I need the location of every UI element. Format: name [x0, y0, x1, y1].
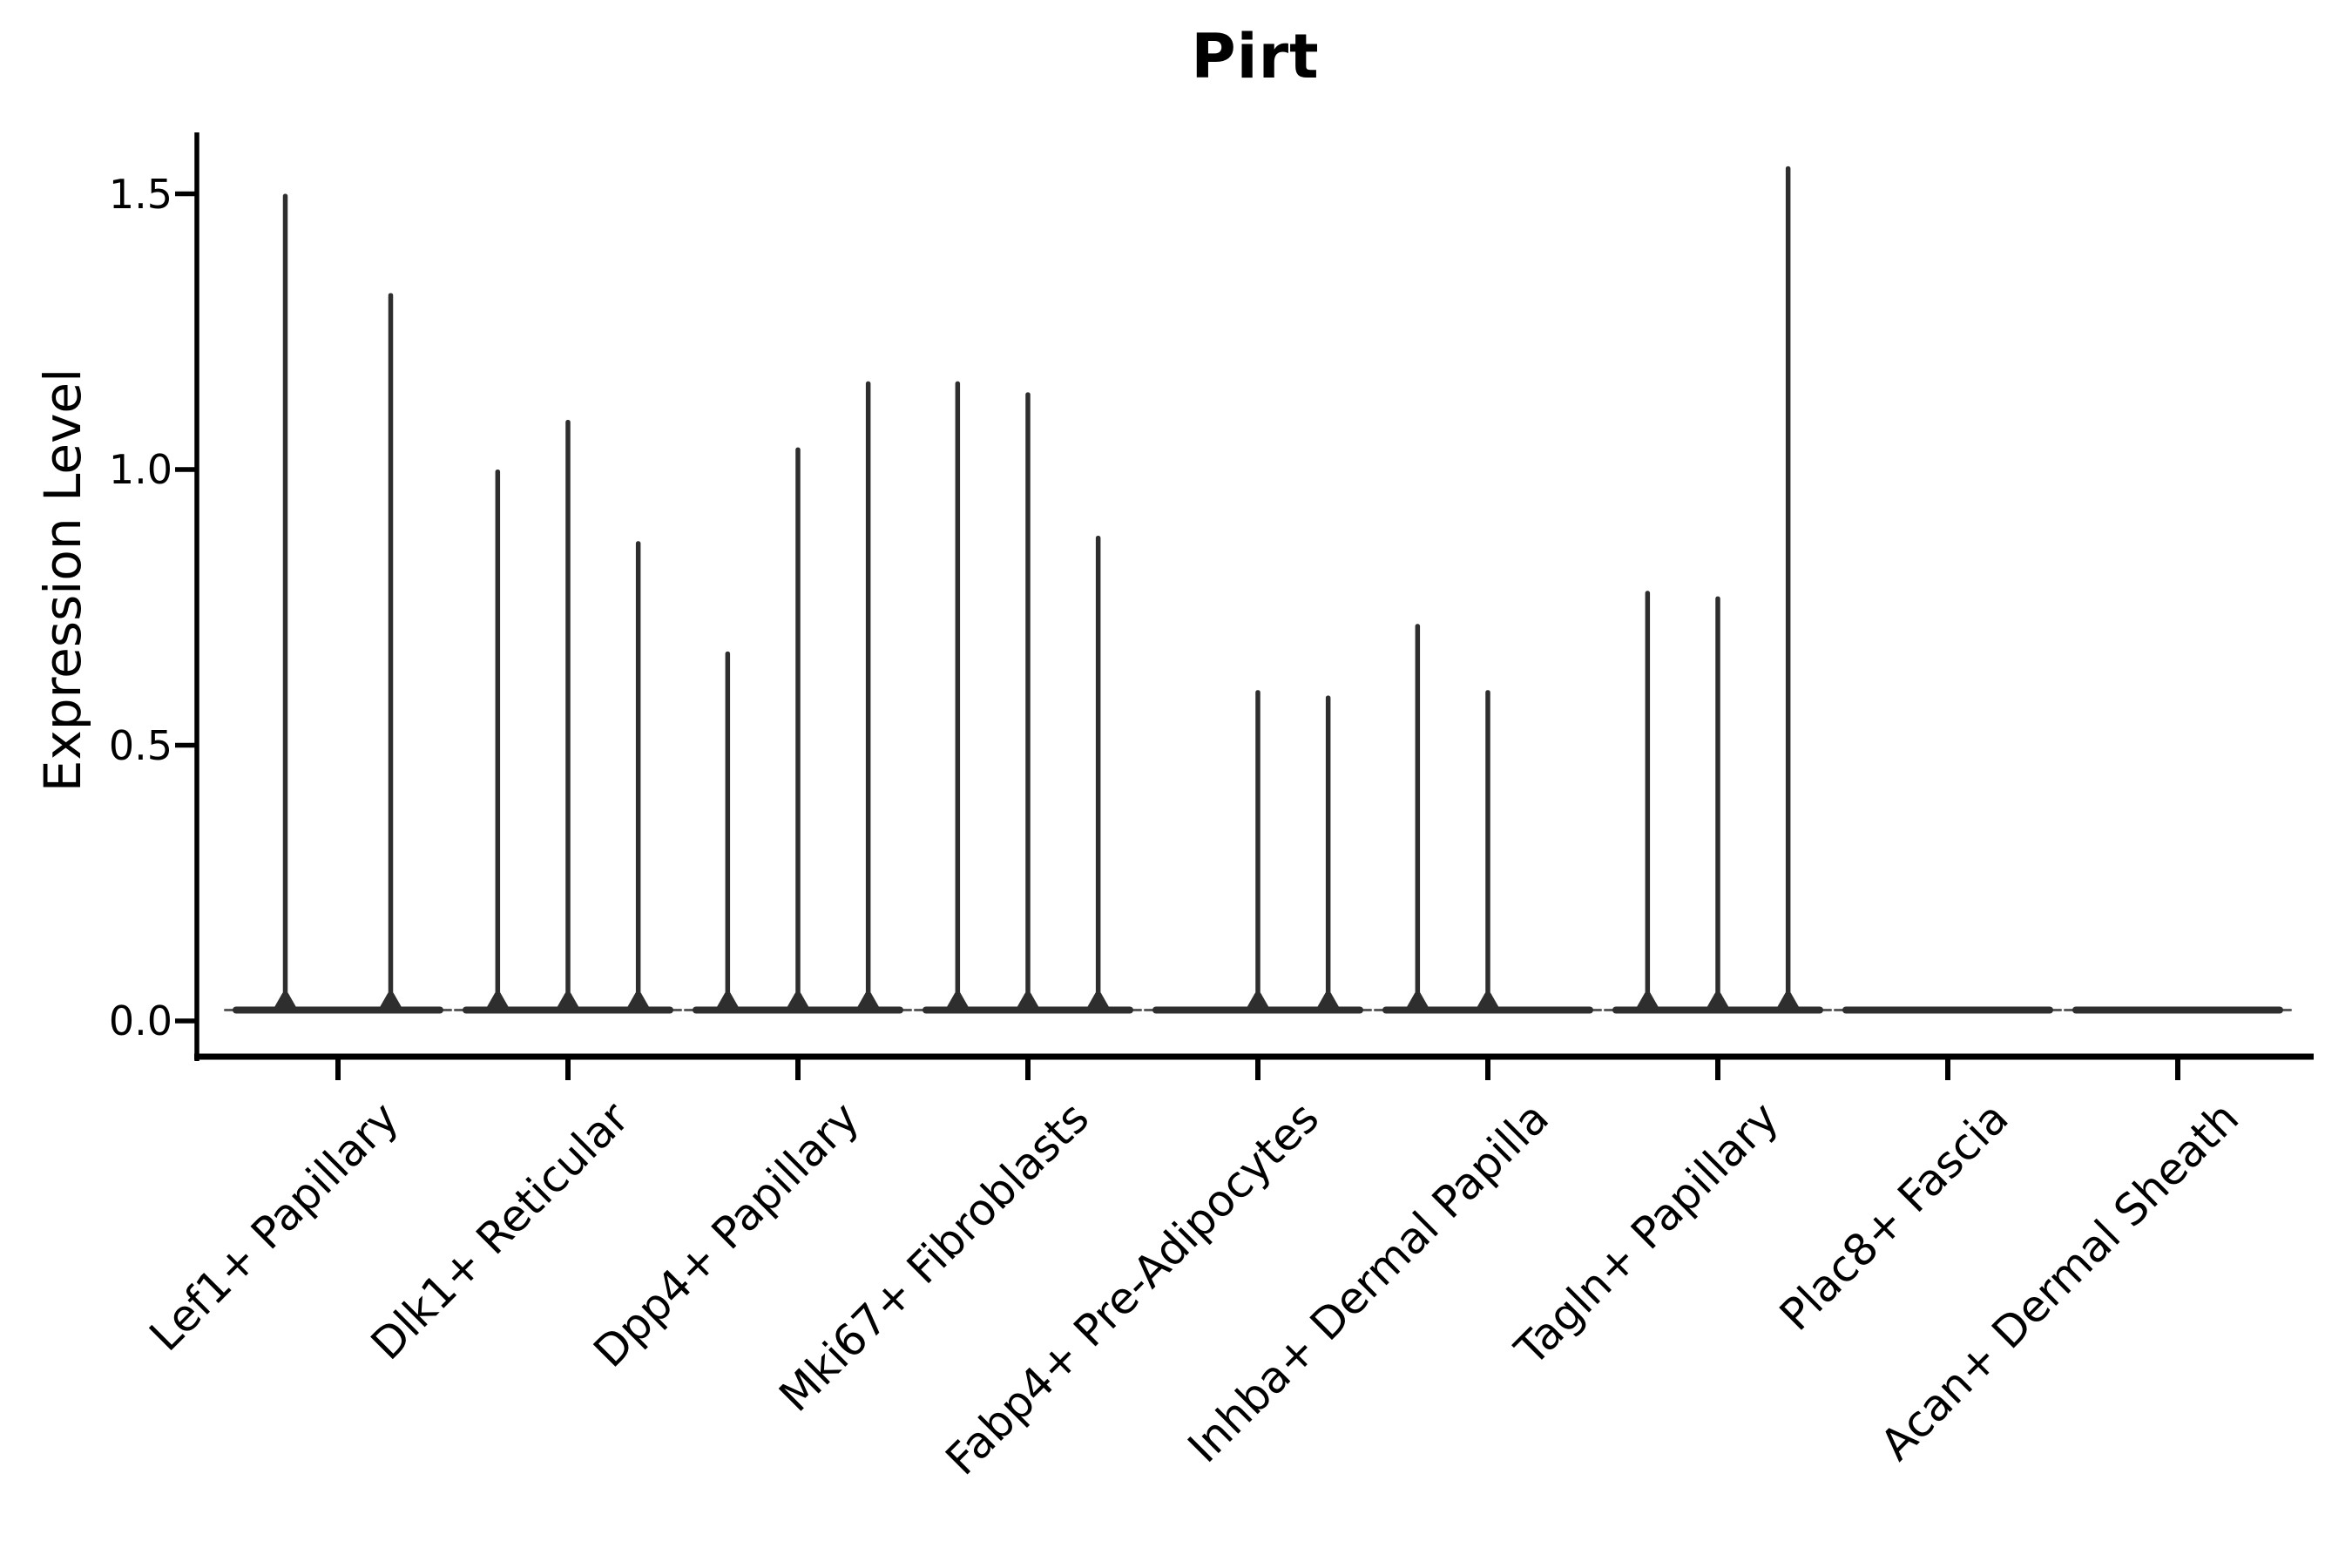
violin-base: [2072, 1006, 2283, 1014]
violin-spike: [1325, 695, 1331, 1010]
violin-spike: [795, 447, 801, 1010]
violin-spike: [635, 541, 641, 1010]
violin-spike: [725, 651, 731, 1010]
violin-spike: [1255, 690, 1260, 1010]
violin-spike: [1485, 690, 1490, 1010]
violin-spike: [495, 470, 501, 1010]
y-tick-label: 1.0: [108, 446, 172, 493]
violin-spike: [1645, 591, 1651, 1010]
violin-spike: [1415, 624, 1421, 1010]
violin-spike: [565, 420, 571, 1010]
violin-spike: [388, 293, 394, 1010]
violin-spike: [1025, 392, 1031, 1010]
violin-spike: [1095, 535, 1101, 1010]
violin-base: [233, 1006, 443, 1014]
violin-spike: [955, 381, 961, 1010]
violin-spike: [865, 381, 871, 1010]
violin-base: [1842, 1006, 2053, 1014]
chart-title: Pirt: [1191, 21, 1320, 92]
violin-spike: [1715, 596, 1720, 1010]
y-tick-label: 0.5: [108, 721, 172, 769]
violin-spike: [1785, 166, 1791, 1010]
violin-spike: [282, 193, 288, 1010]
y-tick-label: 0.0: [108, 997, 172, 1044]
y-tick-label: 1.5: [108, 170, 172, 218]
